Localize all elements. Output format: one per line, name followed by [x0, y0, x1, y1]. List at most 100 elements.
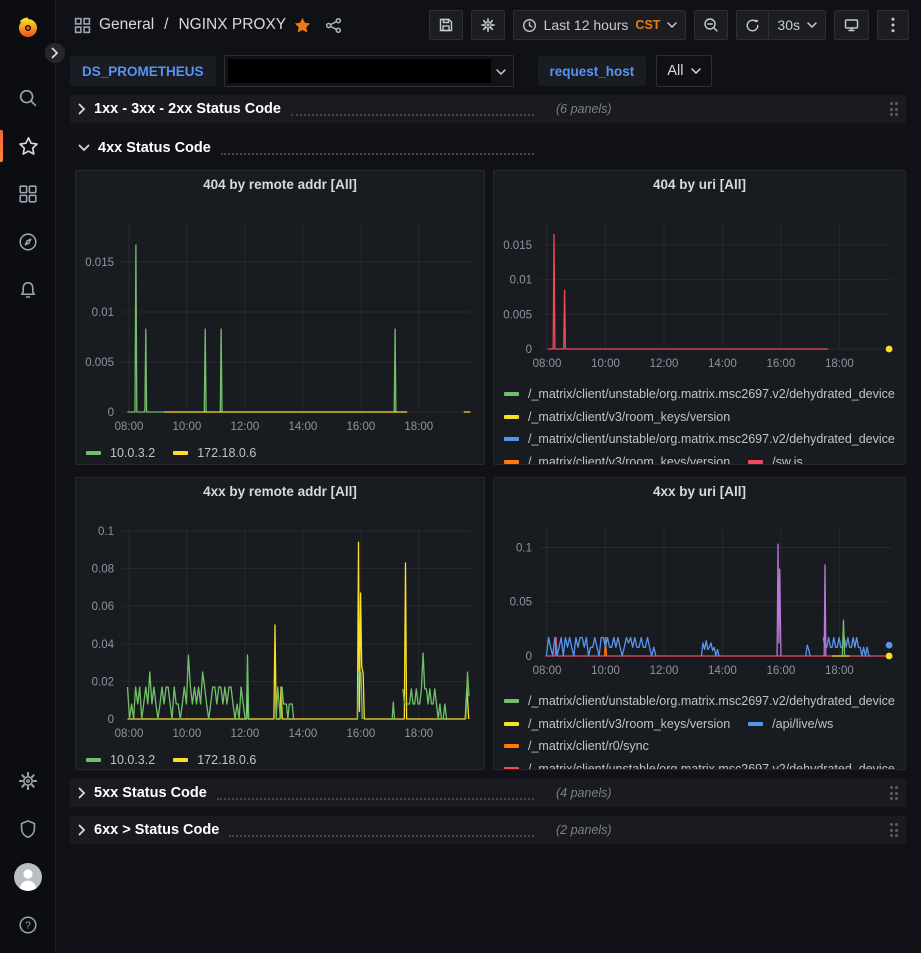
legend-label: /_matrix/client/v3/room_keys/version: [528, 409, 731, 424]
dashboard-header: General / NGINX PROXY: [56, 0, 921, 50]
legend-item[interactable]: /_matrix/client/v3/room_keys/version: [504, 410, 730, 424]
panel-4xx-by-remote-addr: 4xx by remote addr [All] 0 0.02 0.04 0.06 0.…: [75, 477, 485, 770]
cycle-view-mode-button[interactable]: [834, 10, 869, 40]
breadcrumb: General / NGINX PROXY: [74, 16, 342, 34]
settings-gear-icon: [18, 771, 38, 791]
refresh-group: 30s: [736, 10, 826, 40]
chevron-right-icon: [78, 824, 86, 836]
row-header-6xx[interactable]: 6xx > Status Code (2 panels): [70, 816, 906, 844]
legend-item[interactable]: /_matrix/client/r0/sync: [504, 739, 649, 753]
svg-text:0.08: 0.08: [92, 564, 114, 576]
sidebar: ?: [0, 0, 56, 953]
sidebar-item-explore[interactable]: [0, 218, 56, 266]
svg-text:12:00: 12:00: [231, 728, 260, 740]
variable-value-ds-prometheus[interactable]: [223, 55, 514, 87]
legend-item[interactable]: 172.18.0.6: [173, 446, 256, 460]
sidebar-item-help[interactable]: ?: [0, 901, 56, 949]
panel-title[interactable]: 4xx by remote addr [All]: [203, 484, 357, 499]
svg-text:18:00: 18:00: [825, 358, 854, 370]
legend-swatch: [504, 699, 519, 704]
panel-plot: 0 0.005 0.01 0.015 08:00 10:00 12:00 14:00 16:00…: [76, 171, 484, 464]
legend-item[interactable]: /api/live/ws: [748, 717, 833, 731]
share-icon[interactable]: [325, 17, 342, 34]
legend-item[interactable]: 10.0.3.2: [86, 753, 155, 767]
svg-text:08:00: 08:00: [533, 665, 562, 677]
legend-label: /_matrix/client/unstable/org.matrix.msc2…: [528, 387, 895, 402]
user-avatar: [14, 863, 42, 891]
panel-404-by-remote-addr: 404 by remote addr [All] 0 0.005 0.01 0.015…: [75, 170, 485, 465]
save-dashboard-button[interactable]: [428, 10, 463, 40]
legend-item[interactable]: /_matrix/client/unstable/org.matrix.msc2…: [504, 694, 895, 708]
svg-text:10:00: 10:00: [591, 665, 620, 677]
grafana-logo[interactable]: [0, 0, 56, 56]
legend-label: 10.0.3.2: [110, 446, 156, 461]
svg-text:0: 0: [526, 651, 532, 663]
panel-plot: 0 0.005 0.01 0.015 08:00 10:00 12:00 14:00 16:00…: [494, 171, 905, 464]
sidebar-item-starred[interactable]: [0, 122, 56, 170]
row-title: 1xx - 3xx - 2xx Status Code: [94, 101, 281, 117]
panel-title[interactable]: 4xx by uri [All]: [652, 484, 747, 499]
time-range-picker[interactable]: Last 12 hours CST: [512, 10, 687, 40]
star-icon: [18, 136, 38, 155]
panel-title[interactable]: 404 by remote addr [All]: [203, 177, 357, 192]
legend-item[interactable]: 172.18.0.6: [173, 753, 256, 767]
legend-row: /_matrix/client/v3/room_keys/version/api…: [504, 713, 901, 736]
svg-text:16:00: 16:00: [767, 665, 796, 677]
legend-label: /_matrix/client/v3/room_keys/version: [528, 454, 731, 465]
refresh-button[interactable]: [736, 10, 770, 40]
sidebar-item-server-admin[interactable]: [0, 805, 56, 853]
sidebar-item-search[interactable]: [0, 74, 56, 122]
variable-value-request-host[interactable]: All: [656, 55, 713, 87]
breadcrumb-folder[interactable]: General: [99, 16, 155, 33]
sidebar-item-profile[interactable]: [0, 853, 56, 901]
row-drag-handle[interactable]: [889, 786, 898, 800]
chevron-down-icon: [691, 68, 702, 74]
svg-text:0.005: 0.005: [85, 357, 114, 369]
row-header-5xx[interactable]: 5xx Status Code (4 panels): [70, 779, 906, 807]
legend-label: /_matrix/client/unstable/org.matrix.msc2…: [528, 432, 895, 447]
legend-item[interactable]: 10.0.3.2: [86, 446, 155, 460]
zoom-out-button[interactable]: [694, 10, 729, 40]
sidebar-item-configuration[interactable]: [0, 757, 56, 805]
legend-swatch: [173, 758, 189, 763]
grafana-logo-icon: [16, 16, 40, 40]
legend-item[interactable]: /_matrix/client/unstable/org.matrix.msc2…: [504, 387, 895, 401]
row-header-4xx[interactable]: 4xx Status Code: [70, 134, 906, 162]
svg-text:18:00: 18:00: [404, 421, 433, 433]
legend-item[interactable]: /_matrix/client/v3/room_keys/version: [504, 717, 730, 731]
legend-swatch: [504, 459, 519, 464]
row-header-1xx-3xx-2xx[interactable]: 1xx - 3xx - 2xx Status Code (6 panels): [70, 95, 906, 123]
legend-item[interactable]: /_matrix/client/unstable/org.matrix.msc2…: [504, 762, 895, 769]
row-title: 5xx Status Code: [94, 785, 207, 801]
page-title[interactable]: NGINX PROXY: [178, 16, 287, 33]
variable-label-request-host: request_host: [537, 56, 647, 86]
favorite-star-icon[interactable]: [294, 17, 311, 34]
panel-title[interactable]: 404 by uri [All]: [652, 177, 747, 192]
server-admin-shield-icon: [20, 820, 36, 839]
sidebar-bottom: ?: [0, 757, 56, 949]
svg-text:16:00: 16:00: [767, 358, 796, 370]
sidebar-item-dashboards[interactable]: [0, 170, 56, 218]
legend-label: /sw.js: [772, 454, 803, 465]
refresh-interval-dropdown[interactable]: 30s: [768, 10, 826, 40]
kebab-menu-button[interactable]: [877, 10, 909, 40]
row-drag-handle[interactable]: [889, 823, 898, 837]
legend-swatch: [748, 721, 764, 726]
chevron-right-icon: [78, 103, 86, 115]
dashboard-settings-button[interactable]: [470, 10, 505, 40]
legend-item[interactable]: /_matrix/client/v3/room_keys/version: [504, 454, 731, 465]
legend-item[interactable]: /sw.js: [748, 454, 803, 465]
panel-4xx-by-uri: 4xx by uri [All] 0 0.05 0.1 08:00 10:00 12:00…: [493, 477, 906, 770]
legend-row: /_matrix/client/v3/room_keys/version/sw.…: [504, 451, 901, 465]
legend-swatch: [86, 758, 101, 763]
redacted-value: [227, 59, 491, 83]
row-drag-handle[interactable]: [889, 102, 898, 116]
legend-label: /_matrix/client/r0/sync: [528, 739, 649, 754]
svg-text:0.02: 0.02: [92, 676, 114, 688]
panel-legend: /_matrix/client/unstable/org.matrix.msc2…: [504, 690, 901, 769]
legend-row: /_matrix/client/unstable/org.matrix.msc2…: [504, 690, 901, 713]
chevron-down-icon: [667, 22, 678, 28]
sidebar-item-alerting[interactable]: [0, 266, 56, 314]
legend-item[interactable]: /_matrix/client/unstable/org.matrix.msc2…: [504, 432, 895, 446]
sidebar-expand-button[interactable]: [44, 42, 66, 64]
